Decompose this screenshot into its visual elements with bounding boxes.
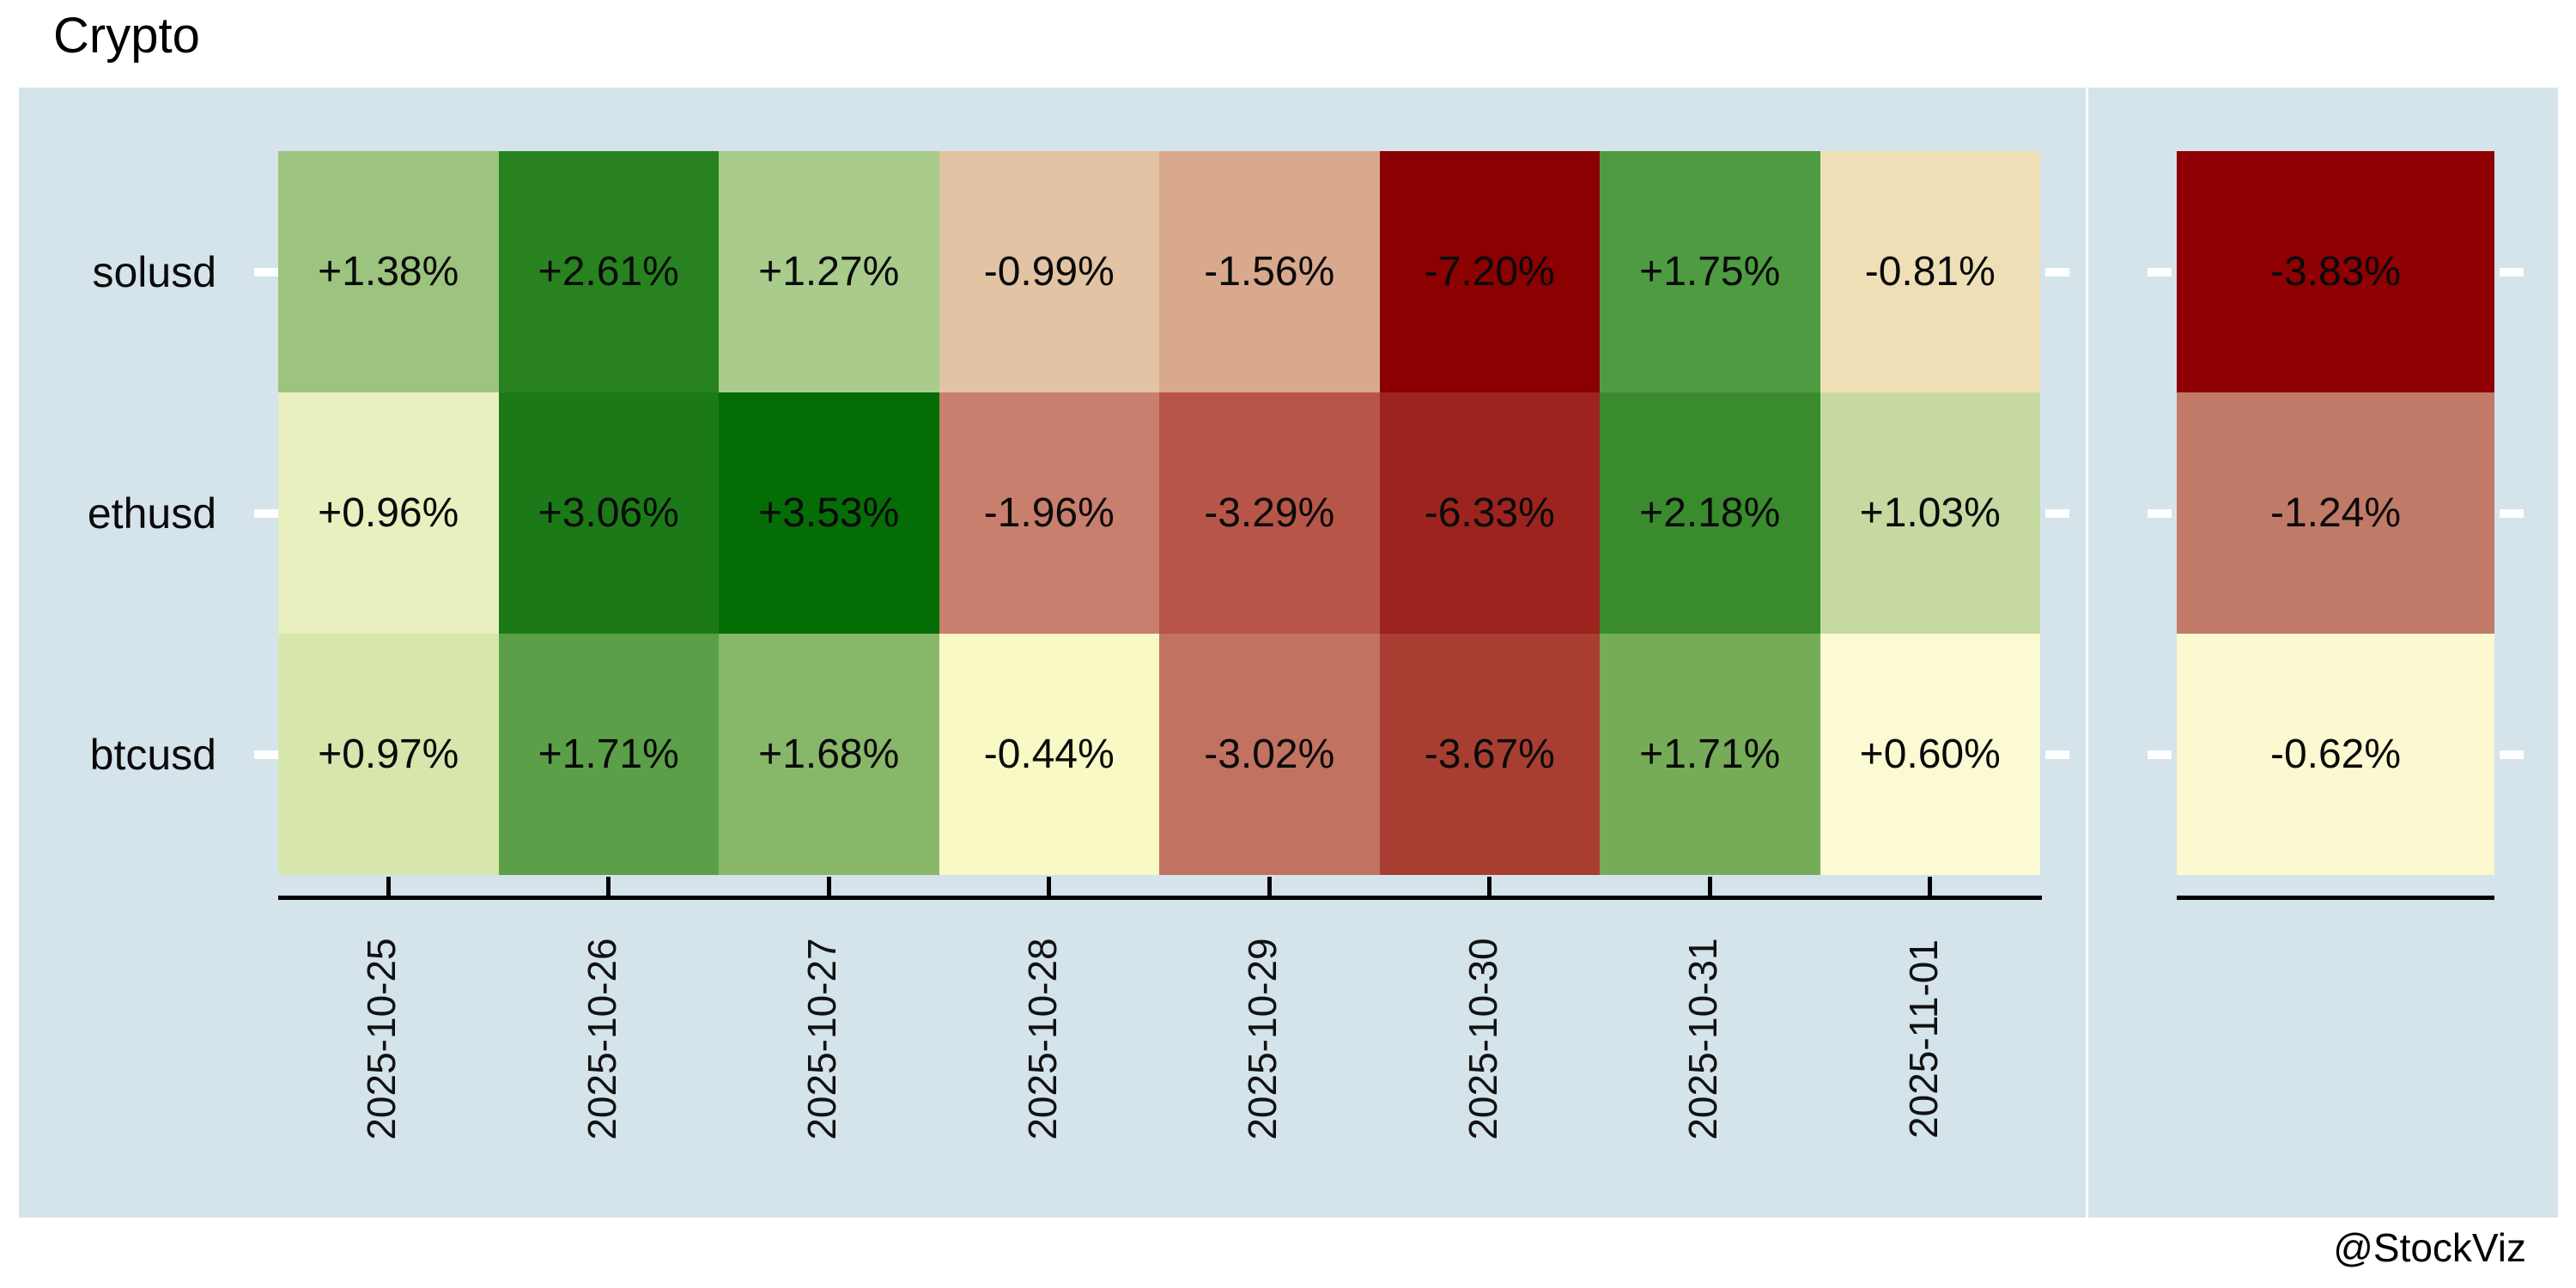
y-axis-tick xyxy=(2500,267,2524,276)
heatmap-cell: -7.20% xyxy=(1379,151,1600,392)
x-axis-label: 2025-11-01 xyxy=(1900,939,1946,1139)
y-axis-label: solusd xyxy=(92,247,216,296)
heatmap-cell: +0.60% xyxy=(1820,634,2040,875)
heatmap-cell: -1.96% xyxy=(939,392,1159,634)
heatmap-cell: -0.99% xyxy=(939,151,1159,392)
watermark-label: @StockViz xyxy=(2333,1225,2526,1270)
y-axis-tick xyxy=(2148,267,2172,276)
y-axis-tick xyxy=(2500,508,2524,518)
x-axis-label: 2025-10-31 xyxy=(1680,938,1726,1140)
heatmap-cell: -3.67% xyxy=(1379,634,1600,875)
aggregate-cell: -1.24% xyxy=(2177,392,2494,634)
x-axis-tick xyxy=(1928,877,1933,896)
chart-title: Crypto xyxy=(53,8,200,64)
x-axis-label: 2025-10-26 xyxy=(579,938,624,1140)
heatmap-cell: +3.53% xyxy=(719,392,939,634)
x-axis-tick xyxy=(1267,877,1272,896)
heatmap-cell: -3.02% xyxy=(1159,634,1380,875)
y-axis-tick xyxy=(2045,508,2069,518)
x-axis-tick xyxy=(386,877,391,896)
heatmap-cell: -0.81% xyxy=(1820,151,2040,392)
x-axis-tick xyxy=(1707,877,1712,896)
x-axis-label: 2025-10-25 xyxy=(359,938,404,1140)
heatmap-cell: +1.38% xyxy=(278,151,499,392)
y-axis-tick xyxy=(2148,750,2172,759)
y-axis-label: btcusd xyxy=(89,730,216,779)
heatmap-cell: -3.29% xyxy=(1159,392,1380,634)
x-axis-label: 2025-10-27 xyxy=(799,938,845,1140)
heatmap-cell: +1.71% xyxy=(1600,634,1820,875)
y-axis-tick xyxy=(2148,508,2172,518)
heatmap-cell: +1.03% xyxy=(1820,392,2040,634)
heatmap-cell: +0.96% xyxy=(278,392,499,634)
x-axis-label: 2025-10-29 xyxy=(1240,938,1285,1140)
x-axis-line-aggregate xyxy=(2177,896,2494,900)
x-axis-label: 2025-10-30 xyxy=(1460,938,1505,1140)
heatmap-cell: +2.61% xyxy=(498,151,719,392)
x-axis-tick xyxy=(1487,877,1492,896)
heatmap-cell: -6.33% xyxy=(1379,392,1600,634)
heatmap-cell: +1.71% xyxy=(498,634,719,875)
heatmap-cell: -1.56% xyxy=(1159,151,1380,392)
heatmap-cell: +3.06% xyxy=(498,392,719,634)
y-axis-tick xyxy=(2500,750,2524,759)
heatmap-cell: -0.44% xyxy=(939,634,1159,875)
x-axis-tick xyxy=(606,877,611,896)
aggregate-cell: -3.83% xyxy=(2177,151,2494,392)
x-axis-tick xyxy=(1047,877,1052,896)
x-axis-line-main xyxy=(278,896,2042,900)
heatmap-cell: +2.18% xyxy=(1600,392,1820,634)
heatmap-cell: +0.97% xyxy=(278,634,499,875)
heatmap-cell: +1.75% xyxy=(1600,151,1820,392)
heatmap-cell: +1.68% xyxy=(719,634,939,875)
y-axis-tick xyxy=(254,508,278,518)
y-axis-tick xyxy=(254,267,278,276)
y-axis-tick xyxy=(2045,267,2069,276)
y-axis-tick xyxy=(2045,750,2069,759)
heatmap-cell: +1.27% xyxy=(719,151,939,392)
x-axis-label: 2025-10-28 xyxy=(1019,938,1065,1140)
y-axis-tick xyxy=(254,750,278,759)
x-axis-tick xyxy=(826,877,831,896)
y-axis-label: ethusd xyxy=(87,489,216,538)
aggregate-cell: -0.62% xyxy=(2177,634,2494,875)
